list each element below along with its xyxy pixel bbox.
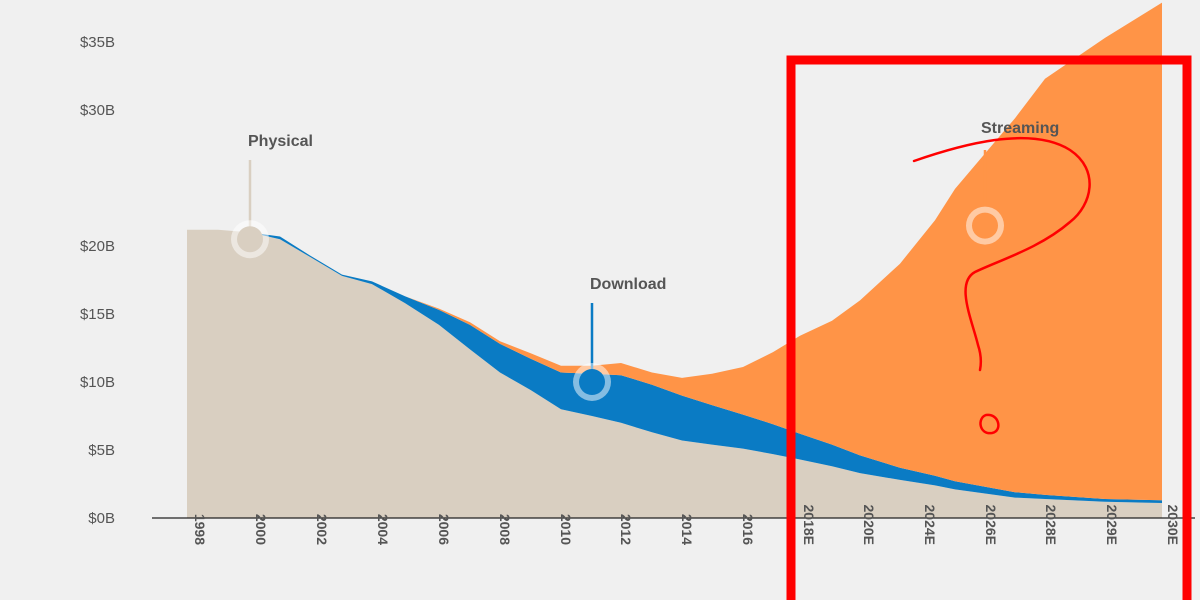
x-axis: 1998 2000 2002 2004 2006 2008 2010 2012 2014 2016… xyxy=(152,505,1195,545)
area-streaming xyxy=(187,2,1162,501)
x-tick-label: 2029E xyxy=(1104,505,1120,545)
x-tick-label: 2020E xyxy=(861,505,877,545)
red-highlight-box xyxy=(786,55,1192,600)
hand-drawn-overlay xyxy=(786,55,1192,600)
y-tick-label: $30B xyxy=(80,102,115,119)
callout-label-download: Download xyxy=(590,276,666,293)
area-series-group xyxy=(187,2,1162,518)
x-tick-label: 2018E xyxy=(801,505,817,545)
question-mark-curve xyxy=(912,137,1091,372)
x-tick-label: 2014 xyxy=(679,514,695,545)
x-tick-label: 2000 xyxy=(253,514,269,545)
y-tick-label: $5B xyxy=(88,442,115,459)
y-tick-label: $15B xyxy=(80,306,115,323)
x-tick-label: 2016 xyxy=(740,514,756,545)
x-tick-label: 2012 xyxy=(618,514,634,545)
x-tick-label: 2002 xyxy=(314,514,330,545)
callout-marker-physical xyxy=(237,226,263,253)
series-callouts: Physical Download Streaming xyxy=(231,120,1059,401)
y-tick-label: $0B xyxy=(88,510,115,527)
y-tick-label: $20B xyxy=(80,238,115,255)
y-tick-label: $10B xyxy=(80,374,115,391)
callout-label-streaming: Streaming xyxy=(981,120,1059,137)
x-tick-label: 2026E xyxy=(983,505,999,545)
x-tick-label: 2008 xyxy=(497,514,513,545)
callout-label-physical: Physical xyxy=(248,133,313,150)
question-mark-dot xyxy=(979,413,1000,435)
x-tick-label: 2024E xyxy=(922,505,938,545)
callout-marker-download xyxy=(579,369,605,395)
x-tick-label: 2006 xyxy=(436,514,452,545)
x-tick-label: 2010 xyxy=(558,514,574,545)
y-axis: $0B$5B$10B$15B$20B$30B$35B$40 Billion xyxy=(80,34,115,527)
area-physical xyxy=(187,229,1162,518)
x-tick-label: 2028E xyxy=(1043,505,1059,545)
x-tick-label: 2030E xyxy=(1165,505,1181,545)
x-tick-label: 2004 xyxy=(375,514,391,545)
callout-marker-streaming xyxy=(972,212,998,239)
y-tick-label: $35B xyxy=(80,34,115,51)
x-tick-label: 1998 xyxy=(192,514,208,545)
